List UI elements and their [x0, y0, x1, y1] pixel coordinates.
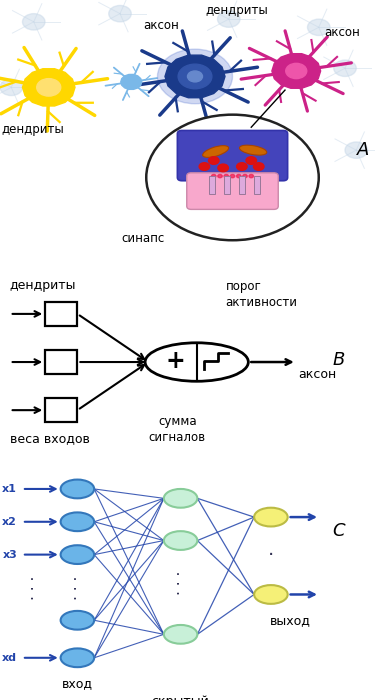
Circle shape: [0, 79, 22, 96]
Circle shape: [22, 13, 45, 30]
Polygon shape: [165, 55, 225, 98]
Ellipse shape: [61, 545, 94, 564]
Circle shape: [230, 174, 235, 178]
Text: x3: x3: [2, 550, 17, 559]
Circle shape: [209, 157, 219, 164]
Ellipse shape: [61, 648, 94, 667]
Text: ·: ·: [268, 546, 274, 566]
FancyBboxPatch shape: [45, 302, 77, 326]
Ellipse shape: [240, 145, 267, 155]
FancyBboxPatch shape: [45, 350, 77, 374]
Circle shape: [211, 174, 216, 178]
Circle shape: [334, 60, 356, 76]
Text: аксон: аксон: [143, 19, 179, 32]
Bar: [224, 176, 230, 194]
Circle shape: [218, 174, 222, 178]
Text: · · ·: · · ·: [70, 575, 85, 600]
Circle shape: [188, 71, 202, 82]
Text: сумма
сигналов: сумма сигналов: [149, 415, 206, 444]
Ellipse shape: [202, 146, 229, 158]
Circle shape: [37, 78, 61, 96]
Circle shape: [243, 174, 247, 178]
Text: +: +: [166, 349, 186, 373]
Ellipse shape: [61, 512, 94, 531]
FancyBboxPatch shape: [187, 173, 278, 209]
Text: · · ·: · · ·: [173, 570, 188, 595]
Text: x1: x1: [2, 484, 17, 494]
Text: дендриты: дендриты: [205, 4, 268, 17]
Circle shape: [246, 157, 256, 164]
Ellipse shape: [164, 625, 197, 644]
FancyBboxPatch shape: [177, 130, 288, 181]
Text: веса входов: веса входов: [10, 433, 90, 445]
Text: аксон: аксон: [324, 27, 360, 39]
Text: скрытый
слой: скрытый слой: [152, 695, 210, 700]
Text: дендриты: дендриты: [10, 279, 76, 291]
Text: порог
активности: порог активности: [226, 280, 298, 309]
FancyBboxPatch shape: [45, 398, 77, 422]
Polygon shape: [121, 74, 142, 90]
Circle shape: [237, 162, 247, 170]
Text: A: A: [357, 141, 369, 159]
Polygon shape: [272, 54, 321, 88]
Circle shape: [308, 19, 330, 36]
Text: B: B: [332, 351, 344, 369]
Circle shape: [254, 162, 264, 170]
Circle shape: [237, 174, 241, 178]
Text: дендриты: дендриты: [2, 123, 64, 136]
Text: аксон: аксон: [298, 368, 337, 381]
Bar: [254, 176, 260, 194]
Circle shape: [345, 142, 368, 158]
Text: синапс: синапс: [121, 232, 164, 245]
Bar: [209, 176, 215, 194]
Circle shape: [286, 63, 307, 78]
Circle shape: [178, 64, 212, 89]
Circle shape: [249, 174, 254, 178]
Circle shape: [218, 164, 228, 172]
Ellipse shape: [164, 489, 197, 508]
Circle shape: [158, 49, 232, 104]
Text: выход: выход: [270, 614, 310, 626]
Circle shape: [199, 162, 210, 170]
Text: x2: x2: [2, 517, 17, 527]
Ellipse shape: [254, 585, 288, 604]
Circle shape: [109, 6, 131, 22]
Text: C: C: [332, 522, 345, 540]
Text: · · ·: · · ·: [27, 575, 42, 600]
Text: вход: вход: [62, 677, 93, 690]
Circle shape: [217, 11, 240, 27]
Polygon shape: [22, 69, 75, 106]
Circle shape: [146, 115, 319, 240]
Ellipse shape: [164, 531, 197, 550]
Ellipse shape: [145, 343, 248, 382]
Circle shape: [224, 174, 228, 178]
Bar: [239, 176, 245, 194]
Ellipse shape: [254, 508, 288, 526]
Ellipse shape: [61, 611, 94, 630]
Text: xd: xd: [2, 653, 17, 663]
Ellipse shape: [61, 480, 94, 498]
